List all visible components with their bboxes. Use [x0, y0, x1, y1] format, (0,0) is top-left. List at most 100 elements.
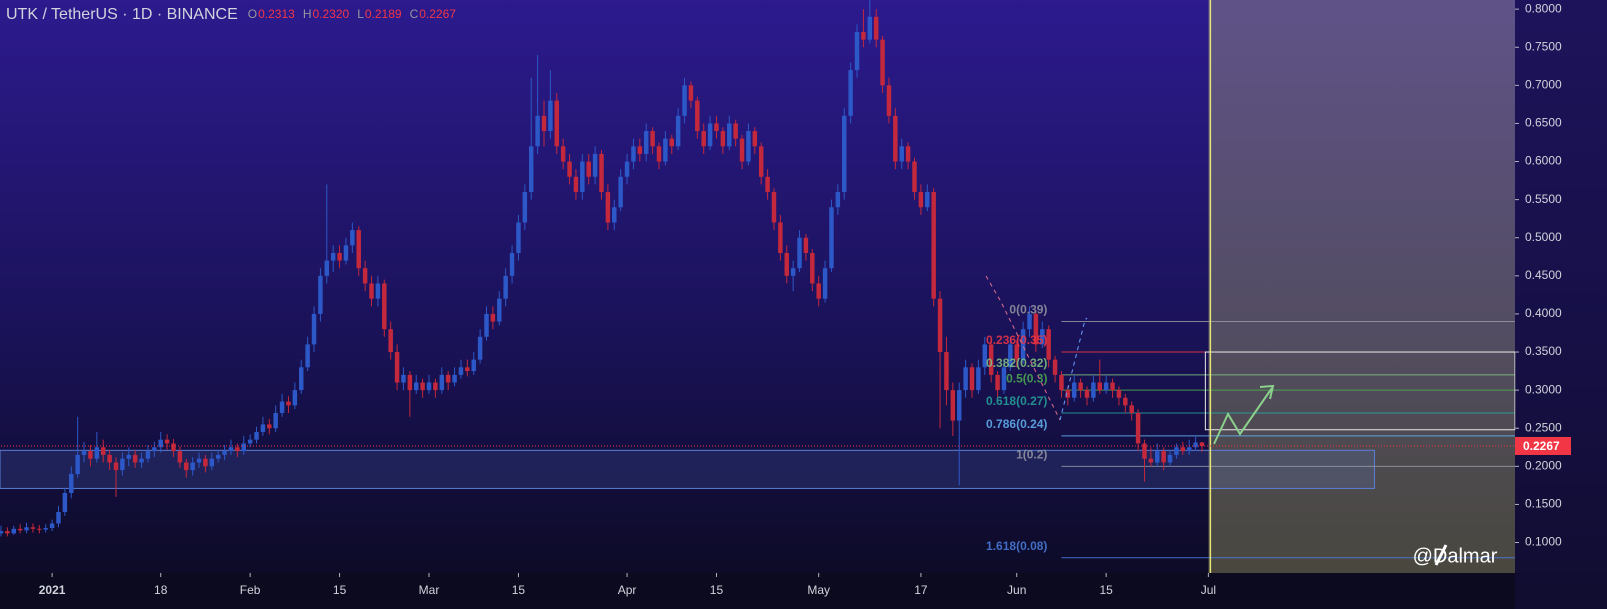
candle-body	[1103, 382, 1109, 391]
x-tick-label: 15	[333, 583, 347, 597]
candle-body	[49, 523, 55, 529]
ohlc-value: 0.2320	[312, 7, 349, 21]
candle-body	[311, 313, 317, 345]
candle-body	[573, 176, 579, 193]
watermark: @Dalmar	[1413, 545, 1498, 567]
guide-line	[1059, 317, 1088, 421]
candle-body	[5, 531, 10, 534]
candle-body	[1040, 329, 1045, 345]
candle-body	[1071, 382, 1077, 398]
y-tick-label: 0.1000	[1525, 535, 1562, 549]
candle-body	[375, 283, 381, 299]
y-tick-label: 0.7500	[1525, 39, 1562, 53]
fib-level-label: 1.618(0.08)	[986, 539, 1047, 553]
candle-body	[369, 283, 374, 299]
candle-body	[650, 131, 655, 147]
candle-body	[445, 374, 451, 383]
candle-body	[1186, 447, 1192, 452]
candle-body	[701, 131, 706, 147]
candle-body	[797, 237, 802, 269]
candle-body	[643, 131, 649, 154]
candle-body	[733, 123, 738, 139]
candle-body	[1180, 447, 1186, 452]
candle-body	[771, 192, 777, 223]
fib-level-label: 0(0.39)	[1009, 303, 1047, 317]
candle-body	[873, 16, 879, 40]
candle-body	[75, 454, 80, 474]
candle-body	[707, 123, 713, 147]
candle-body	[528, 146, 534, 193]
candle-body	[203, 458, 208, 467]
candle-body	[1155, 451, 1160, 463]
candle-body	[1052, 359, 1058, 375]
y-tick-label: 0.2500	[1525, 420, 1562, 434]
candle-body	[260, 424, 266, 433]
candle-body	[886, 85, 892, 116]
fib-level-label: 0.618(0.27)	[986, 394, 1047, 408]
candle-body	[388, 329, 393, 353]
candle-body	[516, 222, 521, 253]
candle-body	[235, 447, 240, 452]
candle-body	[145, 451, 151, 459]
candle-body	[503, 275, 508, 299]
x-tick-label: Feb	[240, 583, 261, 597]
candle-body	[132, 454, 138, 463]
candle-body	[905, 146, 911, 162]
candle-body	[407, 374, 413, 391]
candle-body	[695, 100, 700, 132]
candle-body	[254, 432, 259, 440]
candle-body	[17, 528, 23, 531]
candle-body	[81, 451, 87, 455]
candle-body	[842, 115, 847, 193]
candle-body	[982, 344, 988, 368]
candle-body	[784, 252, 789, 276]
projection-arrowhead	[1259, 384, 1275, 400]
candle-body	[1123, 397, 1128, 406]
candle-body	[337, 252, 342, 261]
candle-body	[273, 412, 278, 429]
fib-level-label: 1(0.2)	[1016, 447, 1047, 461]
candle-body	[810, 252, 815, 284]
candle-body	[94, 447, 100, 459]
candle-body	[1014, 344, 1019, 360]
x-tick-label: Apr	[618, 583, 637, 597]
candle-body	[739, 138, 745, 162]
candle-body	[1193, 442, 1198, 448]
candle-body	[688, 85, 694, 101]
price-axis	[1515, 0, 1607, 609]
candle-body	[0, 531, 4, 534]
x-tick-label: Jul	[1201, 583, 1216, 597]
candle-body	[420, 382, 425, 391]
candle-body	[171, 443, 176, 452]
candle-body	[1091, 382, 1096, 398]
ohlc-key: C	[410, 7, 419, 21]
guide-line	[985, 275, 1061, 421]
candle-body	[822, 268, 828, 299]
candle-body	[433, 382, 438, 391]
candle-body	[426, 382, 432, 391]
candle-body	[669, 138, 674, 147]
candle-body	[912, 161, 917, 193]
candle-body	[790, 268, 796, 276]
candle-body	[956, 390, 962, 421]
candle-body	[554, 100, 560, 147]
y-tick-label: 0.2000	[1525, 458, 1562, 472]
candle-body	[816, 283, 821, 299]
candle-body	[599, 153, 604, 193]
candle-body	[62, 492, 68, 513]
candle-body	[1001, 367, 1007, 391]
candle-body	[893, 115, 898, 162]
candle-body	[835, 192, 841, 208]
candle-body	[292, 390, 298, 406]
y-tick-label: 0.4500	[1525, 268, 1562, 282]
candle-body	[69, 473, 74, 493]
y-tick-label: 0.6000	[1525, 154, 1562, 168]
candle-body	[222, 451, 227, 455]
candle-body	[1135, 412, 1141, 444]
candle-body	[714, 123, 719, 132]
candle-body	[867, 16, 873, 40]
candle-body	[88, 451, 93, 459]
candle-body	[829, 207, 834, 269]
fib-level-label: 0.5(0.3)	[1006, 371, 1047, 385]
candle-body	[1027, 313, 1032, 330]
